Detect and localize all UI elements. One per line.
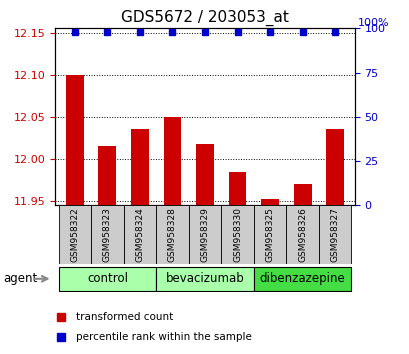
Text: 100%: 100%	[357, 18, 388, 28]
Text: GSM958322: GSM958322	[70, 207, 79, 262]
Title: GDS5672 / 203053_at: GDS5672 / 203053_at	[121, 9, 288, 25]
Text: GSM958329: GSM958329	[200, 207, 209, 262]
FancyBboxPatch shape	[285, 205, 318, 264]
Text: GSM958326: GSM958326	[297, 207, 306, 262]
Text: dibenzazepine: dibenzazepine	[259, 272, 345, 285]
Bar	[130, 130, 148, 205]
Text: GSM958327: GSM958327	[330, 207, 339, 262]
Text: control: control	[87, 272, 128, 285]
Text: GSM958323: GSM958323	[103, 207, 112, 262]
Bar	[326, 129, 343, 205]
Text: GSM958325: GSM958325	[265, 207, 274, 262]
Text: agent: agent	[3, 272, 37, 285]
Bar	[228, 172, 246, 205]
Bar	[196, 144, 213, 205]
Bar	[66, 75, 83, 205]
Text: percentile rank within the sample: percentile rank within the sample	[76, 332, 252, 342]
FancyBboxPatch shape	[58, 267, 156, 291]
FancyBboxPatch shape	[221, 205, 253, 264]
Bar	[163, 117, 181, 205]
FancyBboxPatch shape	[253, 205, 285, 264]
FancyBboxPatch shape	[253, 267, 351, 291]
FancyBboxPatch shape	[318, 205, 351, 264]
FancyBboxPatch shape	[188, 205, 221, 264]
Text: GSM958324: GSM958324	[135, 207, 144, 262]
Text: GSM958330: GSM958330	[232, 207, 241, 262]
Text: transformed count: transformed count	[76, 312, 173, 321]
FancyBboxPatch shape	[58, 205, 91, 264]
Text: GSM958328: GSM958328	[168, 207, 177, 262]
Bar	[293, 184, 311, 205]
Bar	[261, 199, 279, 205]
FancyBboxPatch shape	[156, 267, 253, 291]
Bar	[98, 146, 116, 205]
FancyBboxPatch shape	[156, 205, 188, 264]
FancyBboxPatch shape	[91, 205, 124, 264]
FancyBboxPatch shape	[124, 205, 156, 264]
Text: bevacizumab: bevacizumab	[165, 272, 244, 285]
